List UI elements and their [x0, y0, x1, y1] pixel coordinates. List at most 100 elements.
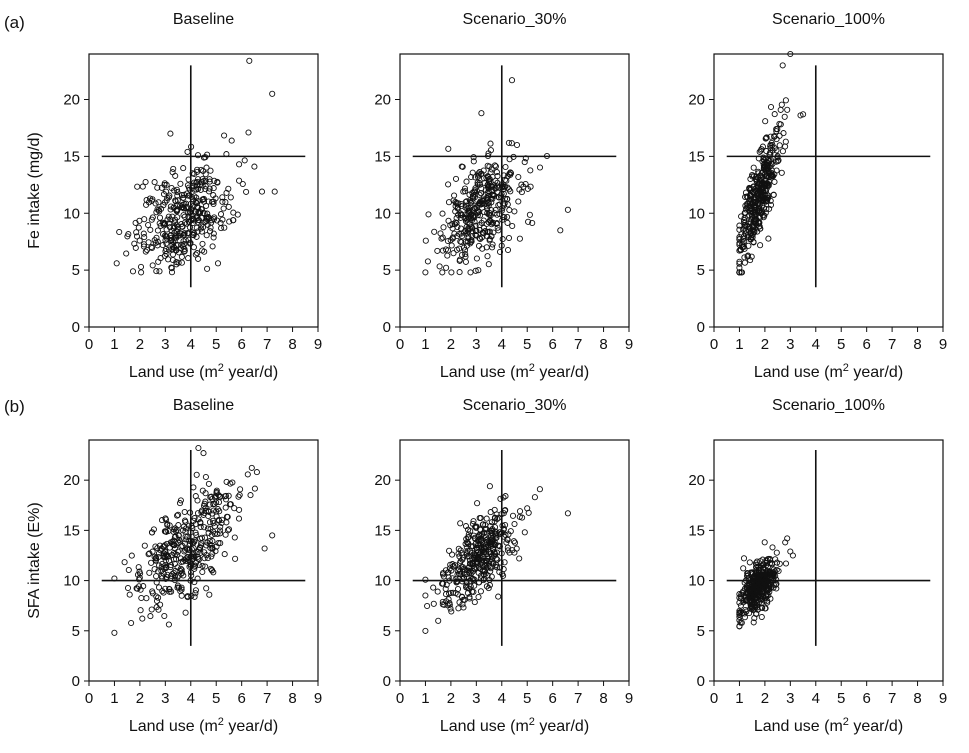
x-tick-label: 0 [85, 336, 93, 353]
data-point [116, 228, 123, 236]
data-point [491, 548, 498, 556]
data-point [196, 561, 203, 569]
x-axis-label: Land use (m2 year/d) [129, 362, 278, 381]
x-tick-label: 8 [913, 690, 921, 707]
data-point [236, 177, 243, 184]
x-tick-label: 9 [939, 336, 947, 353]
data-point [765, 555, 772, 562]
data-point [141, 234, 148, 241]
data-point [194, 510, 202, 517]
data-point [440, 580, 447, 587]
data-point [472, 523, 479, 530]
data-point [460, 604, 467, 611]
data-point [761, 577, 768, 584]
data-point [137, 607, 144, 614]
data-point [510, 538, 517, 545]
data-point [773, 128, 780, 135]
data-point [422, 269, 429, 276]
data-point [166, 522, 173, 529]
data-point [472, 540, 479, 547]
data-point [492, 163, 499, 170]
data-point [515, 198, 522, 205]
data-point [765, 168, 772, 175]
data-point [473, 227, 480, 235]
data-point [557, 227, 564, 234]
data-point [778, 101, 785, 108]
data-point [161, 232, 169, 239]
data-point [501, 559, 508, 566]
data-point [458, 550, 465, 557]
data-point [176, 536, 183, 543]
data-point [172, 247, 179, 254]
data-point [136, 568, 143, 575]
data-point [464, 216, 471, 223]
data-point [478, 190, 485, 197]
data-point [454, 204, 461, 211]
data-point [123, 250, 130, 257]
data-point [225, 203, 232, 210]
data-point [486, 582, 493, 589]
data-point [245, 129, 252, 136]
data-point [762, 118, 769, 125]
data-point [493, 169, 500, 176]
data-point [761, 539, 768, 546]
data-point [169, 552, 176, 559]
data-point [741, 254, 748, 261]
data-point [221, 224, 228, 231]
data-point [493, 220, 500, 227]
data-point [736, 607, 743, 614]
data-point [736, 611, 743, 618]
data-point [453, 246, 461, 253]
data-point [752, 176, 759, 183]
data-point [193, 194, 200, 201]
data-point [483, 174, 490, 182]
data-point [478, 170, 485, 177]
data-point [747, 569, 754, 576]
data-point [141, 542, 148, 549]
plot-frame [399, 53, 630, 328]
data-point [506, 156, 513, 163]
data-point [469, 193, 476, 200]
data-point [128, 552, 135, 559]
data-point [764, 599, 771, 606]
panel-title: Scenario_30% [462, 397, 566, 414]
data-point [742, 206, 749, 213]
data-point [487, 212, 494, 219]
data-point [492, 206, 499, 214]
data-point [183, 557, 190, 565]
data-point [200, 209, 207, 217]
data-point [751, 189, 758, 196]
data-point [422, 237, 429, 244]
data-point [191, 565, 198, 572]
y-tick-label: 20 [374, 472, 391, 489]
data-point [455, 211, 462, 218]
data-point [447, 222, 454, 229]
data-point [464, 553, 471, 560]
data-point [737, 602, 744, 609]
data-point [478, 185, 485, 192]
data-point [480, 229, 487, 236]
data-point [194, 497, 201, 504]
data-point [135, 564, 142, 571]
y-tick-label: 5 [697, 262, 705, 279]
data-point [180, 572, 187, 579]
data-point [136, 237, 143, 244]
data-point [488, 519, 495, 526]
data-point [474, 173, 482, 180]
data-point [484, 536, 491, 543]
data-point [444, 247, 452, 254]
data-point [508, 77, 516, 84]
data-point [188, 572, 195, 579]
data-point [133, 229, 140, 236]
data-point [508, 140, 515, 147]
data-point [740, 597, 747, 604]
x-tick-label: 0 [396, 336, 404, 353]
data-point [206, 178, 213, 185]
data-point [504, 213, 511, 221]
data-point [498, 242, 505, 249]
x-tick-label: 2 [447, 690, 455, 707]
data-point [757, 186, 764, 194]
data-point [160, 191, 168, 198]
data-point [766, 588, 773, 595]
